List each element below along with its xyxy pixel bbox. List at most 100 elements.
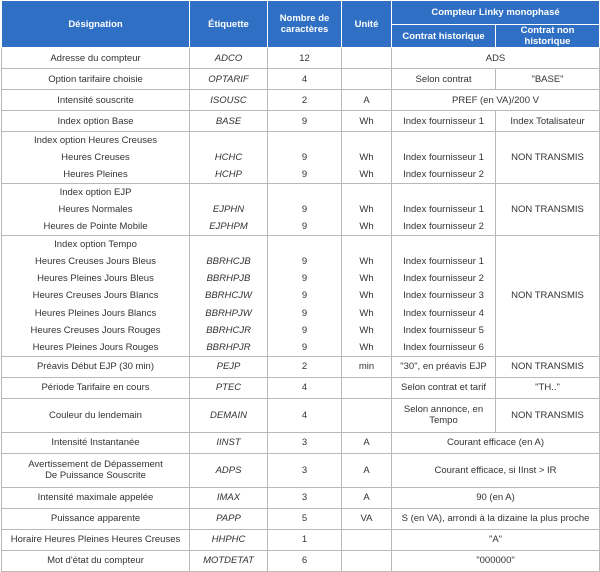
- table-cell: OPTARIF: [189, 68, 268, 90]
- table-cell: 2: [267, 355, 342, 378]
- table-cell: 9: [267, 110, 342, 132]
- table-row: Heures Pleines HCHP 9 Wh Index fournisseur 2: [1, 166, 600, 184]
- table-cell: Courant efficace, si IInst > IR: [390, 452, 600, 488]
- cell-text: Heures Creuses: [61, 151, 130, 163]
- table-row: Période Tarifaire en cours PTEC 4 Selon con…: [1, 376, 600, 399]
- cell-text: Wh: [359, 307, 374, 319]
- header-text: Compteur Linky monophasé: [431, 7, 560, 18]
- table-cell: "BASE": [494, 68, 600, 90]
- table-cell: [341, 397, 392, 433]
- table-cell: Heures Pleines Jours Blancs: [1, 304, 190, 322]
- table-row: Couleur du lendemain DEMAIN 4 Selon annonce…: [1, 397, 600, 433]
- cell-text: 12: [299, 52, 310, 64]
- cell-text: Index option Base: [57, 115, 134, 127]
- table-cell: 3: [267, 452, 342, 488]
- cell-text: "000000": [476, 555, 515, 567]
- table-cell: 1: [267, 528, 342, 551]
- cell-text: BBRHCJB: [206, 255, 251, 267]
- cell-text: Wh: [359, 273, 374, 285]
- table-cell: MOTDETAT: [189, 549, 268, 572]
- cell-text: BBRHPJR: [206, 341, 251, 353]
- cell-text: NON TRANSMIS: [511, 361, 584, 373]
- cell-text: 9: [301, 307, 308, 319]
- table-cell: [189, 182, 268, 201]
- cell-text: 9: [301, 273, 308, 285]
- cell-text: Wh: [359, 341, 374, 353]
- table-cell: Wh: [341, 321, 392, 340]
- table-row: Intensité maximale appelée IMAX 3 A 90 (en A…: [1, 486, 600, 509]
- table-row: Index option Base BASE 9 Wh Index fournisseu…: [1, 110, 600, 132]
- table-row: Adresse du compteur ADCO 12 ADS: [1, 47, 600, 69]
- table-cell: ISOUSC: [189, 89, 268, 111]
- cell-text: Avertissement de Dépassement: [28, 459, 163, 471]
- table-cell: Heures Creuses Jours Rouges: [1, 321, 190, 340]
- table-cell: NON TRANSMIS: [494, 397, 600, 433]
- cell-text: ADPS: [215, 464, 242, 476]
- cell-text: HCHP: [215, 168, 242, 180]
- cell-text: Selon contrat: [415, 73, 472, 85]
- table-cell: "000000": [390, 549, 600, 572]
- table-row: Index option EJP NON TRANSMIS: [1, 182, 600, 236]
- cell-text: A: [363, 94, 370, 106]
- header-text: Étiquette: [208, 18, 249, 30]
- table-cell: PREF (en VA)/200 V: [390, 89, 600, 111]
- table-cell: PAPP: [189, 507, 268, 530]
- cell-text: 9: [301, 255, 308, 267]
- header-cell: Contrat historique: [391, 24, 496, 48]
- header-cell: Nombre de caractères: [267, 0, 342, 48]
- cell-text: 90 (en A): [476, 492, 515, 504]
- cell-text: HHPHC: [211, 534, 246, 546]
- cell-text: Wh: [359, 151, 374, 163]
- table-cell: Wh: [341, 252, 392, 270]
- table-cell: [341, 47, 392, 69]
- header-text: Contrat non historique: [520, 25, 575, 47]
- cell-text: Intensité Instantanée: [51, 437, 140, 449]
- table-cell: Index fournisseur 1: [391, 252, 496, 270]
- cell-text: 6: [301, 555, 308, 567]
- cell-text: NON TRANSMIS: [511, 203, 584, 215]
- cell-text: "30", en préavis EJP: [400, 361, 487, 373]
- cell-text: Couleur du lendemain: [49, 409, 142, 421]
- cell-text: Option tarifaire choisie: [48, 73, 143, 85]
- table-row: Avertissement de Dépassement De Puissance…: [1, 452, 600, 488]
- table-cell: NON TRANSMIS: [494, 234, 600, 357]
- table-cell: Heures Pleines Jours Rouges: [1, 339, 190, 357]
- cell-text: VA: [360, 513, 373, 525]
- cell-text: A: [363, 492, 370, 504]
- table-cell: Index Totalisateur: [494, 110, 600, 132]
- table-cell: 9: [267, 339, 342, 357]
- table-cell: [341, 528, 392, 551]
- table-cell: 6: [267, 549, 342, 572]
- cell-text: 1: [301, 534, 308, 546]
- table-cell: Index option Heures Creuses: [1, 130, 190, 149]
- table-cell: [341, 549, 392, 572]
- cell-text: Index fournisseur 6: [403, 341, 484, 353]
- cell-text: HCHC: [214, 151, 243, 163]
- table-cell: "30", en préavis EJP: [391, 355, 496, 378]
- table-cell: Index option Tempo: [1, 234, 190, 253]
- cell-text: Wh: [359, 324, 374, 336]
- cell-text: 9: [301, 203, 308, 215]
- table-cell: 3: [267, 486, 342, 509]
- table-cell: Avertissement de Dépassement De Puissance…: [1, 452, 190, 488]
- cell-text: Adresse du compteur: [50, 52, 141, 64]
- table-cell: S (en VA), arrondi à la dizaine la plus …: [390, 507, 600, 530]
- cell-text: De Puissance Souscrite: [45, 470, 146, 482]
- table-cell: Puissance apparente: [1, 507, 190, 530]
- table-body: Adresse du compteur ADCO 12 ADS Option tarif…: [1, 47, 600, 572]
- cell-text: EJPHPM: [209, 220, 248, 232]
- cell-text: Index fournisseur 2: [403, 220, 484, 232]
- table-cell: Mot d'état du compteur: [1, 549, 190, 572]
- table-cell: Heures Creuses: [1, 148, 190, 167]
- table-cell: HHPHC: [189, 528, 268, 551]
- table-cell: BBRHCJB: [189, 252, 268, 270]
- table-cell: BBRHCJR: [189, 321, 268, 340]
- table-cell: [341, 182, 392, 201]
- cell-text: Index Totalisateur: [510, 115, 585, 127]
- table-cell: Heures de Pointe Mobile: [1, 217, 190, 236]
- table-cell: 9: [267, 200, 342, 218]
- cell-text: Heures Pleines Jours Rouges: [32, 341, 159, 353]
- table-cell: Heures Creuses Jours Bleus: [1, 252, 190, 270]
- table-cell: Wh: [341, 269, 392, 288]
